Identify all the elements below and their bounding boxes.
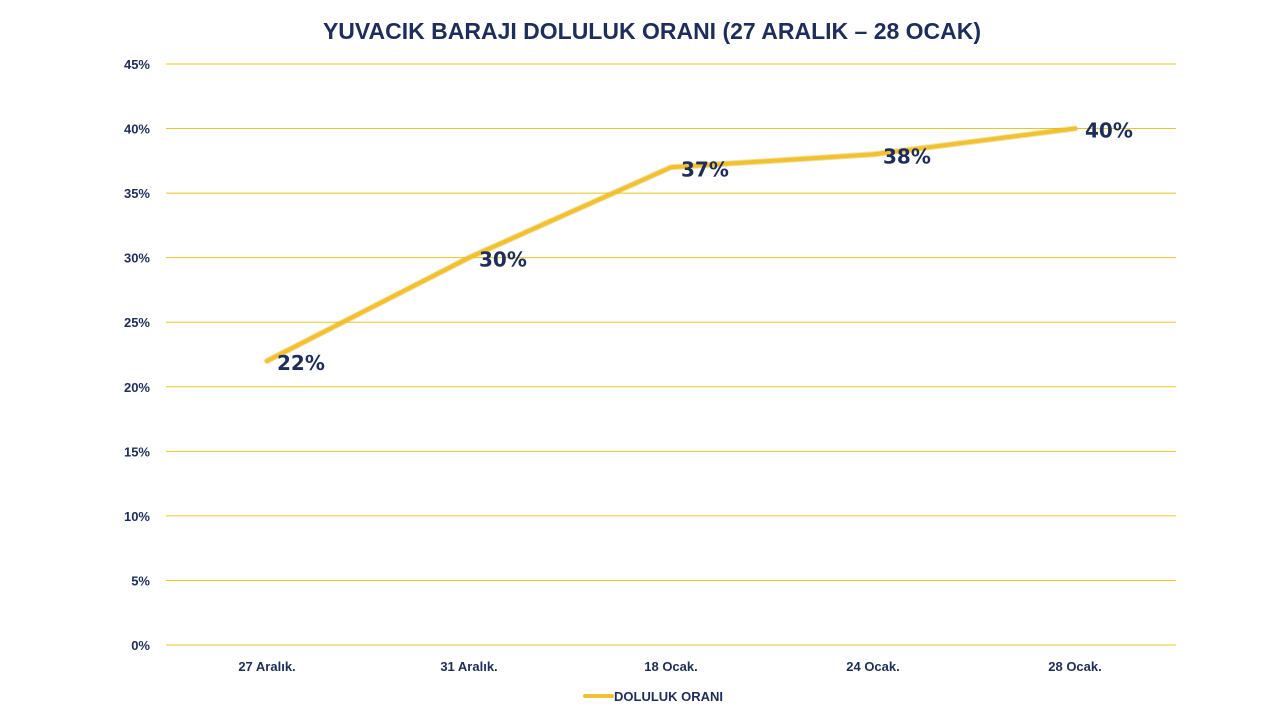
data-point <box>669 165 673 170</box>
y-tick-label: 35% <box>124 186 150 201</box>
gridlines <box>166 63 1176 646</box>
chart-title: YUVACIK BARAJI DOLULUK ORANI (27 ARALIK … <box>323 18 981 44</box>
data-labels: 22% 30% 37% 38% 40% <box>277 119 1133 375</box>
y-tick-label: 5% <box>131 573 150 588</box>
data-point <box>265 358 269 363</box>
legend: DOLULUK ORANI <box>583 689 723 704</box>
data-point <box>871 152 875 157</box>
y-tick-label: 0% <box>131 638 150 653</box>
data-label: 22% <box>277 351 325 375</box>
y-tick-label: 30% <box>124 251 150 266</box>
series-line-doluluk-orani <box>265 126 1077 363</box>
series-group <box>264 125 1078 364</box>
data-label: 40% <box>1085 119 1133 143</box>
x-tick-label: 31 Aralık. <box>440 659 497 674</box>
y-axis-tick-labels: 0% 5% 10% 15% 20% 25% 30% 35% 40% 45% <box>124 57 150 653</box>
y-tick-label: 40% <box>124 122 150 137</box>
data-label: 37% <box>681 157 729 181</box>
data-point <box>1073 126 1077 131</box>
y-tick-label: 15% <box>124 444 150 459</box>
y-tick-label: 45% <box>124 57 150 72</box>
data-point <box>467 255 471 260</box>
data-label: 38% <box>883 144 931 168</box>
y-tick-label: 10% <box>124 509 150 524</box>
x-tick-label: 18 Ocak. <box>644 659 698 674</box>
y-tick-label: 25% <box>124 315 150 330</box>
x-tick-label: 27 Aralık. <box>238 659 295 674</box>
x-tick-label: 28 Ocak. <box>1048 659 1102 674</box>
series-line-shadow <box>264 125 1078 364</box>
x-tick-label: 24 Ocak. <box>846 659 900 674</box>
y-tick-label: 20% <box>124 380 150 395</box>
x-axis-tick-labels: 27 Aralık. 31 Aralık. 18 Ocak. 24 Ocak. 28 O… <box>238 659 1101 674</box>
legend-label-doluluk-orani: DOLULUK ORANI <box>614 689 723 704</box>
data-label: 30% <box>479 248 527 272</box>
